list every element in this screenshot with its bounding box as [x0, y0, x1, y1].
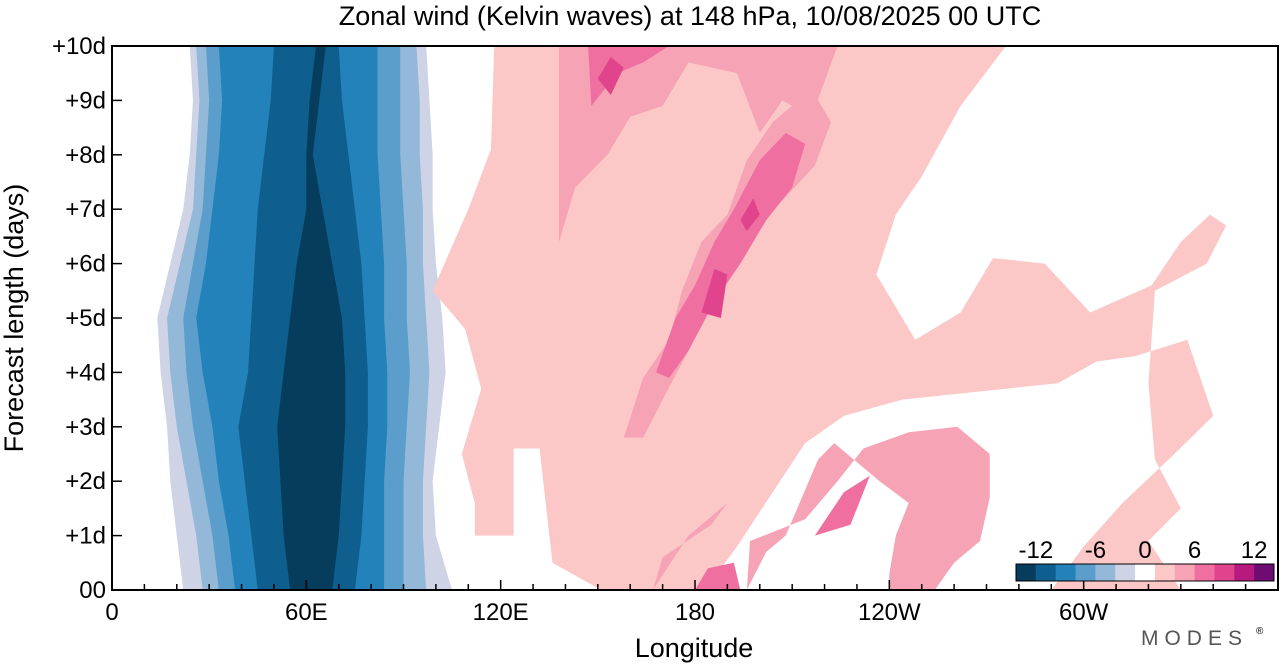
colorbar-swatch [1075, 564, 1096, 581]
y-tick-label: +2d [65, 468, 106, 495]
y-axis: 00 +1d +2d +3d +4d +5d +6d +7d +8d +9d +10d [52, 33, 122, 604]
x-tick-label: 60W [1059, 599, 1109, 626]
registered-mark: ® [1256, 626, 1264, 637]
y-tick-label: +9d [65, 87, 106, 114]
x-tick-label: 120E [473, 599, 529, 626]
contour-region-6-pos-7 [814, 475, 870, 536]
colorbar-swatch [1174, 564, 1196, 581]
colorbar-tick-label: -12 [1019, 537, 1054, 564]
contour-region-4-pos-2 [558, 46, 838, 242]
colorbar-swatch [1154, 564, 1176, 581]
colorbar-swatch [1035, 564, 1057, 581]
y-axis-label: Forecast length (days) [0, 184, 29, 453]
y-tick-label: +8d [65, 142, 106, 169]
contour-region-4-pos-1 [652, 426, 990, 590]
colorbar-swatch [1135, 564, 1156, 581]
contour-band-14-neg [290, 318, 346, 427]
contour-region-6-pos-5 [656, 133, 806, 378]
colorbar-tick-label: -6 [1085, 537, 1106, 564]
x-axis-label: Longitude [635, 633, 754, 663]
colorbar-swatch [1194, 564, 1215, 581]
colorbar-swatch [1254, 564, 1275, 581]
x-tick-label: 120W [858, 599, 921, 626]
colorbar-swatch [1016, 564, 1037, 581]
colorbar: -12 -6 0 6 12 [1015, 537, 1275, 582]
y-tick-label: +3d [65, 414, 106, 441]
x-tick-label: 180 [675, 599, 715, 626]
y-tick-label: +6d [65, 251, 106, 278]
y-tick-label: 00 [79, 577, 106, 604]
colorbar-swatch [1095, 564, 1116, 581]
contour-region-8-pos-9 [701, 269, 728, 318]
y-tick-label: +10d [52, 33, 106, 60]
y-tick-label: +1d [65, 523, 106, 550]
colorbar-frame [1015, 563, 1275, 582]
colorbar-swatch [1214, 564, 1235, 581]
y-tick-label: +5d [65, 305, 106, 332]
modes-watermark: MODES [1141, 627, 1248, 650]
x-tick-label: 60E [285, 599, 328, 626]
contour-region-2-pos-0 [432, 46, 1227, 590]
contour-fill-layer [157, 46, 1227, 590]
contour-region-6-pos-6 [695, 562, 741, 590]
contour-region-6-pos-4 [588, 46, 670, 106]
colorbar-tick-label: 0 [1138, 537, 1151, 564]
chart-title: Zonal wind (Kelvin waves) at 148 hPa, 10… [339, 1, 1041, 31]
colorbar-tick-label: 6 [1188, 537, 1201, 564]
colorbar-swatch [1055, 564, 1077, 581]
contour-region-8-pos-8 [597, 56, 624, 95]
x-tick-label: 0 [105, 599, 118, 626]
y-tick-label: +4d [65, 359, 106, 386]
contour-region-8-pos-10 [740, 198, 760, 231]
colorbar-tick-label: 12 [1241, 537, 1268, 564]
colorbar-swatch [1115, 564, 1136, 581]
y-tick-label: +7d [65, 196, 106, 223]
colorbar-swatch [1234, 564, 1255, 581]
x-axis: 0 60E 120E 180 120W 60W [105, 580, 1279, 626]
